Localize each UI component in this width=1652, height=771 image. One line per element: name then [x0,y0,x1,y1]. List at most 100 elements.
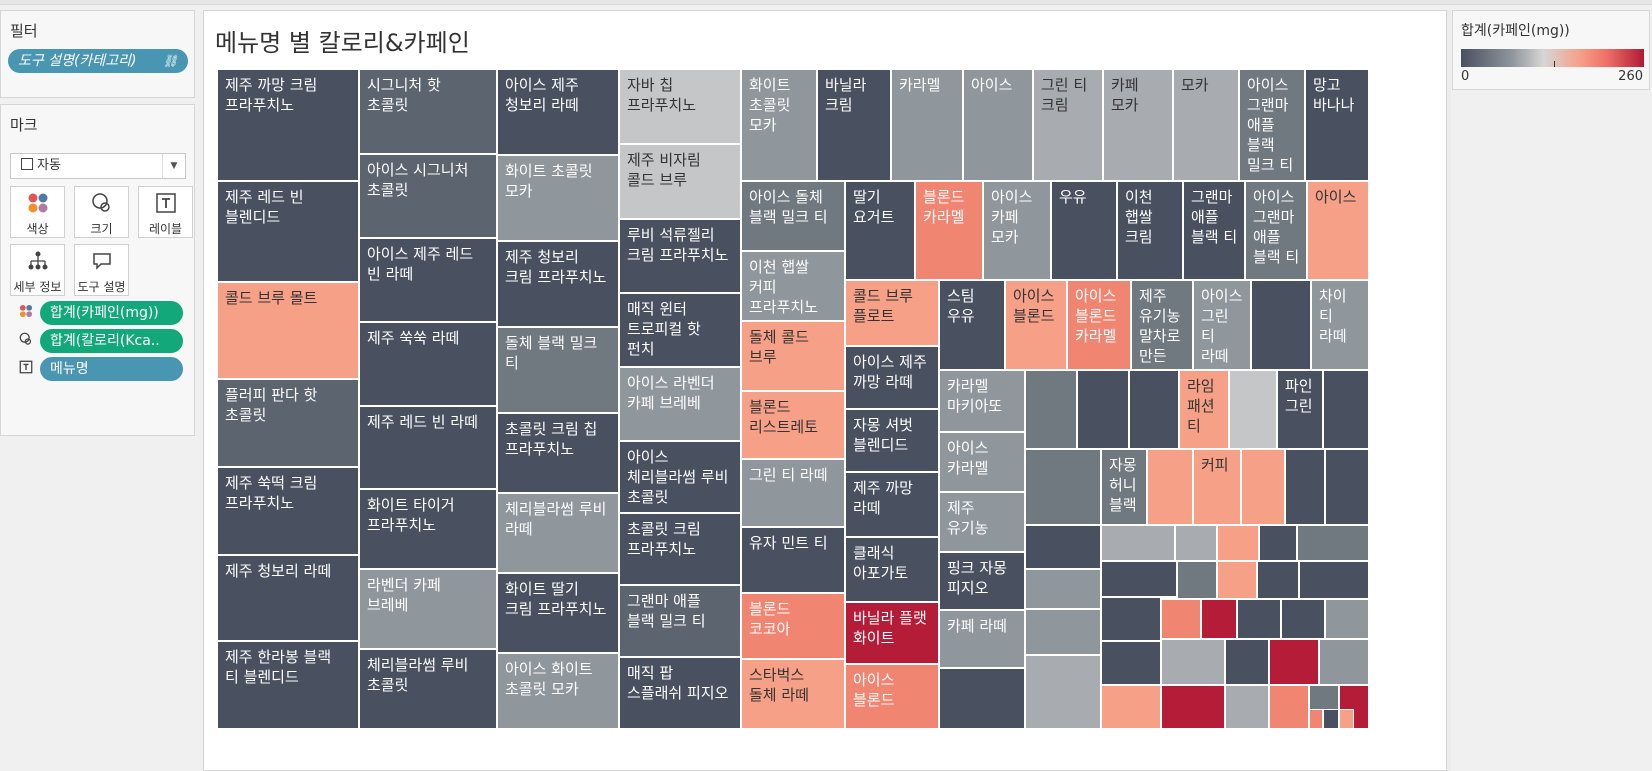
treemap-cell[interactable]: 스타벅스 돌체 라떼 [741,659,845,729]
treemap-cell[interactable]: 유자 민트 티 [741,527,845,593]
treemap-cell[interactable]: 제주 한라봉 블랙 티 블렌디드 [217,641,359,729]
field-pill-calories[interactable]: 합계(칼로리(Kca.. [40,329,183,353]
treemap-cell-unlabeled[interactable] [1025,655,1101,729]
treemap-cell-unlabeled[interactable] [1241,449,1285,525]
treemap-cell[interactable]: 카페 모카 [1103,69,1173,181]
treemap-cell-unlabeled[interactable] [1251,280,1311,370]
treemap-cell-unlabeled[interactable] [1147,449,1193,525]
treemap-cell[interactable]: 차이 티 라떼 [1311,280,1369,370]
treemap-cell[interactable]: 클래식 아포가토 [845,537,939,602]
treemap-cell[interactable]: 아이스 제주 청보리 라떼 [497,69,619,155]
treemap-cell-unlabeled[interactable] [1339,709,1354,729]
field-pill-caffeine[interactable]: 합계(카페인(mg)) [40,301,183,325]
treemap-cell[interactable]: 아이스 블론드 카라멜 [1067,280,1131,370]
treemap-cell[interactable]: 체리블라썸 루비 초콜릿 [359,649,497,729]
treemap-cell-unlabeled[interactable] [1259,525,1297,561]
treemap-cell[interactable]: 카페 라떼 [939,610,1025,668]
treemap-cell[interactable]: 돌체 블랙 밀크 티 [497,327,619,413]
treemap-cell-unlabeled[interactable] [1161,639,1225,685]
treemap-cell[interactable]: 라벤더 카페 브레베 [359,569,497,649]
treemap-cell-unlabeled[interactable] [1225,685,1269,729]
vertical-scrollbar[interactable] [1447,10,1451,771]
treemap-cell[interactable]: 제주 쑥쑥 라떼 [359,322,497,406]
treemap-cell-unlabeled[interactable] [1201,599,1237,639]
treemap-cell[interactable]: 매직 윈터 트로피컬 핫 펀치 [619,293,741,367]
treemap-cell-unlabeled[interactable] [1285,449,1325,525]
treemap-cell[interactable]: 제주 유기농 말차로 만든 [1131,280,1193,370]
treemap-cell-unlabeled[interactable] [1025,449,1101,525]
treemap-cell-unlabeled[interactable] [1129,370,1179,449]
treemap-cell[interactable]: 아이스 라벤더 카페 브레베 [619,367,741,441]
treemap-cell-unlabeled[interactable] [1229,370,1277,449]
treemap-cell[interactable]: 아이스 체리블라썸 루비 초콜릿 [619,441,741,513]
treemap-cell[interactable]: 플러피 판다 핫 초콜릿 [217,379,359,467]
treemap-cell-unlabeled[interactable] [1161,599,1201,639]
treemap-cell-unlabeled[interactable] [1309,709,1323,729]
treemap-cell[interactable]: 핑크 자몽 피지오 [939,552,1025,610]
treemap-cell[interactable]: 모카 [1173,69,1239,181]
treemap-cell-unlabeled[interactable] [1325,449,1369,525]
treemap-cell[interactable]: 제주 까망 라떼 [845,472,939,537]
treemap-cell[interactable]: 제주 청보리 라떼 [217,555,359,641]
treemap-cell[interactable]: 제주 유기농 [939,492,1025,552]
treemap-cell-unlabeled[interactable] [1237,599,1281,639]
treemap-cell-unlabeled[interactable] [1299,561,1369,599]
treemap-cell-unlabeled[interactable] [1323,709,1339,729]
treemap-cell[interactable]: 돌체 콜드 브루 [741,321,845,391]
treemap-cell[interactable]: 커피 [1193,449,1241,525]
size-button[interactable]: 크기 [74,186,129,238]
treemap-cell[interactable]: 이천 햅쌀 크림 [1117,181,1183,280]
detail-button[interactable]: 세부 정보 [10,244,65,296]
treemap-cell[interactable]: 체리블라썸 루비 라떼 [497,493,619,573]
treemap-cell[interactable]: 초콜릿 크림 칩 프라푸치노 [497,413,619,493]
label-button[interactable]: 레이블 [138,186,193,238]
treemap-cell[interactable]: 아이스 [1307,181,1369,280]
treemap-cell[interactable]: 자바 칩 프라푸치노 [619,69,741,144]
color-button[interactable]: 색상 [10,186,65,238]
treemap-cell-unlabeled[interactable] [1217,561,1257,599]
treemap-cell-unlabeled[interactable] [1025,370,1077,449]
treemap-cell[interactable]: 바닐라 플랫 화이트 [845,602,939,664]
treemap-cell[interactable]: 화이트 딸기 크림 프라푸치노 [497,573,619,653]
treemap-cell[interactable]: 제주 레드 빈 라떼 [359,406,497,489]
treemap-cell-unlabeled[interactable] [1101,685,1161,729]
treemap-cell-unlabeled[interactable] [1025,525,1101,569]
treemap-cell[interactable]: 제주 비자림 콜드 브루 [619,144,741,219]
treemap-cell[interactable]: 루비 석류젤리 크림 프라푸치노 [619,219,741,293]
treemap-cell-unlabeled[interactable] [1297,525,1369,561]
treemap-cell[interactable]: 제주 까망 크림 프라푸치노 [217,69,359,181]
treemap-cell[interactable]: 매직 팝 스플래쉬 피지오 [619,657,741,729]
treemap-cell[interactable]: 아이스 카라멜 [939,432,1025,492]
treemap-cell-unlabeled[interactable] [1025,609,1101,655]
treemap-cell[interactable]: 바닐라 크림 [817,69,891,181]
treemap-cell-unlabeled[interactable] [1269,639,1319,685]
treemap-cell-unlabeled[interactable] [939,668,1025,729]
treemap-cell[interactable]: 블론드 코코아 [741,593,845,659]
treemap-cell-unlabeled[interactable] [1101,561,1177,597]
treemap-cell-unlabeled[interactable] [1101,641,1161,685]
treemap-cell-unlabeled[interactable] [1025,569,1101,609]
treemap-cell[interactable]: 초콜릿 크림 프라푸치노 [619,513,741,585]
treemap-cell[interactable]: 콜드 브루 몰트 [217,282,359,379]
treemap-cell-unlabeled[interactable] [1281,599,1325,639]
treemap-cell[interactable]: 아이스 화이트 초콜릿 모카 [497,653,619,729]
treemap-cell[interactable]: 아이스 블론드 [845,664,939,729]
treemap-cell[interactable]: 제주 레드 빈 블렌디드 [217,181,359,282]
treemap-cell[interactable]: 블론드 리스트레토 [741,391,845,459]
treemap-cell[interactable]: 그랜마 애플 블랙 티 [1183,181,1245,280]
treemap-cell[interactable]: 그린 티 크림 [1033,69,1103,181]
treemap-cell[interactable]: 시그니처 핫 초콜릿 [359,69,497,154]
treemap-cell[interactable]: 우유 [1051,181,1117,280]
treemap-cell[interactable]: 망고 바나나 [1305,69,1369,181]
treemap-cell[interactable]: 제주 청보리 크림 프라푸치노 [497,241,619,327]
treemap-cell[interactable]: 아이스 돌체 블랙 밀크 티 [741,181,845,251]
filter-pill-tooltip-category[interactable]: 도구 설명(카테고리) ⛓ [8,49,188,73]
treemap-cell-unlabeled[interactable] [1257,561,1299,599]
treemap-cell-unlabeled[interactable] [1101,525,1175,561]
treemap-cell[interactable]: 블론드 카라멜 [915,181,983,280]
treemap-cell[interactable]: 아이스 그린 티 라떼 [1193,280,1251,370]
treemap-cell-unlabeled[interactable] [1101,597,1161,641]
treemap-cell-unlabeled[interactable] [1325,599,1369,639]
treemap-cell[interactable]: 파인 그린 [1277,370,1323,449]
treemap-cell-unlabeled[interactable] [1339,685,1369,729]
